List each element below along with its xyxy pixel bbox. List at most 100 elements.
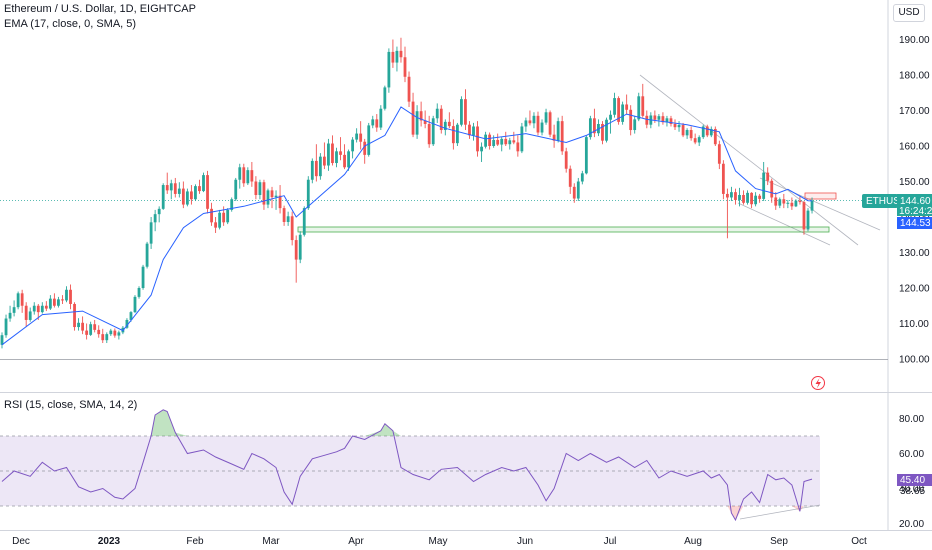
- candle-body: [161, 185, 165, 209]
- candle-body: [520, 126, 524, 152]
- rsi-axis[interactable]: 80.00 60.00 40.00 20.00: [899, 414, 924, 530]
- rsi-tick-label: 40.00: [899, 484, 924, 495]
- candle-body: [185, 191, 189, 205]
- candle-body: [258, 182, 262, 195]
- lightning-icon[interactable]: [811, 376, 825, 390]
- candle-body: [214, 222, 217, 228]
- candle-body: [73, 303, 76, 328]
- time-tick-label: Apr: [348, 536, 364, 547]
- candle-body: [371, 119, 375, 126]
- candle-body: [61, 299, 64, 301]
- time-tick-label: Dec: [12, 536, 30, 547]
- price-tick-label: 190.00: [899, 35, 930, 46]
- candle-body: [528, 120, 532, 124]
- candle-body: [621, 104, 625, 122]
- candle-body: [734, 192, 737, 200]
- candle-body: [310, 160, 314, 180]
- candle-body: [157, 208, 161, 215]
- symbol-tag-text: ETHUSD: [866, 196, 907, 207]
- candle-body: [427, 123, 431, 145]
- candle-body: [314, 160, 318, 177]
- candle-body: [564, 151, 568, 169]
- candle-body: [169, 183, 173, 191]
- candle-body: [28, 311, 32, 320]
- candle-body: [629, 109, 633, 131]
- candle-body: [419, 111, 423, 121]
- candle-body: [85, 330, 89, 335]
- candle-body: [685, 130, 689, 136]
- candle-body: [36, 305, 40, 313]
- candle-body: [89, 324, 93, 335]
- candle-body: [472, 126, 475, 136]
- candle-body: [500, 138, 504, 145]
- rsi-divergence-line[interactable]: [739, 504, 821, 520]
- rsi-value-text: 45.40: [900, 475, 925, 486]
- resistance-trendline-2[interactable]: [759, 177, 881, 231]
- candle-body: [532, 115, 536, 124]
- candle-body: [16, 293, 20, 308]
- support-zone[interactable]: [297, 226, 830, 233]
- candle-body: [794, 200, 798, 207]
- last-price-tag: [897, 194, 932, 216]
- candle-body: [806, 210, 810, 230]
- candle-body: [540, 122, 544, 133]
- time-tick-label: Jun: [517, 536, 533, 547]
- candle-body: [282, 208, 286, 222]
- candle-body: [379, 108, 383, 128]
- candle-body: [709, 128, 713, 136]
- candle-body: [278, 195, 282, 209]
- candle-body: [173, 183, 177, 194]
- time-tick-label: 2023: [98, 536, 121, 547]
- rsi-tick-label: 80.00: [899, 414, 924, 425]
- resistance-zone[interactable]: [804, 192, 837, 200]
- candle-body: [480, 146, 483, 152]
- candle-body: [339, 151, 342, 155]
- candle-body: [516, 142, 520, 152]
- candle-body: [742, 194, 745, 203]
- candle-body: [52, 298, 56, 306]
- candle-body: [661, 116, 665, 123]
- candle-body: [234, 179, 238, 200]
- candle-body: [774, 197, 778, 206]
- candle-body: [242, 167, 246, 184]
- candle-body: [407, 76, 411, 102]
- rsi-value-tag: [897, 474, 932, 486]
- candle-body: [512, 140, 516, 143]
- candle-body: [101, 334, 105, 341]
- candle-body: [335, 151, 338, 164]
- candle-body: [657, 116, 661, 120]
- countdown-text: 16:24:21: [899, 206, 932, 217]
- candle-body: [109, 330, 113, 335]
- ema-price-text: 144.53: [900, 218, 931, 229]
- candle-body: [560, 121, 564, 152]
- rsi-ma-text: 38.65: [900, 486, 925, 497]
- candle-body: [580, 173, 584, 182]
- candle-body: [778, 199, 782, 206]
- candle-body: [198, 186, 201, 192]
- candle-body: [355, 133, 359, 140]
- candle-body: [286, 216, 290, 222]
- candle-body: [24, 305, 28, 320]
- ema-legend[interactable]: EMA (17, close, 0, SMA, 5): [4, 18, 137, 30]
- candle-body: [435, 108, 439, 119]
- candle-body: [294, 240, 298, 260]
- candle-body: [552, 134, 556, 141]
- candle-body: [298, 234, 302, 260]
- candle-body: [367, 125, 371, 155]
- currency-button[interactable]: USD: [893, 4, 925, 22]
- candle-body: [387, 51, 391, 88]
- candle-body: [105, 334, 109, 341]
- candle-body: [226, 209, 230, 223]
- candle-body: [492, 139, 496, 146]
- resistance-trendline[interactable]: [639, 74, 859, 246]
- candle-body: [250, 170, 254, 182]
- support-trendline[interactable]: [737, 202, 831, 246]
- candle-body: [149, 222, 153, 244]
- rsi-legend[interactable]: RSI (15, close, SMA, 14, 2): [4, 399, 138, 411]
- price-tick-label: 110.00: [899, 319, 929, 330]
- time-axis[interactable]: Dec 2023 Feb Mar Apr May Jun Jul Aug Sep Oct: [12, 536, 867, 547]
- candle-body: [601, 123, 604, 141]
- candle-body: [246, 170, 250, 184]
- candle-body: [0, 335, 4, 345]
